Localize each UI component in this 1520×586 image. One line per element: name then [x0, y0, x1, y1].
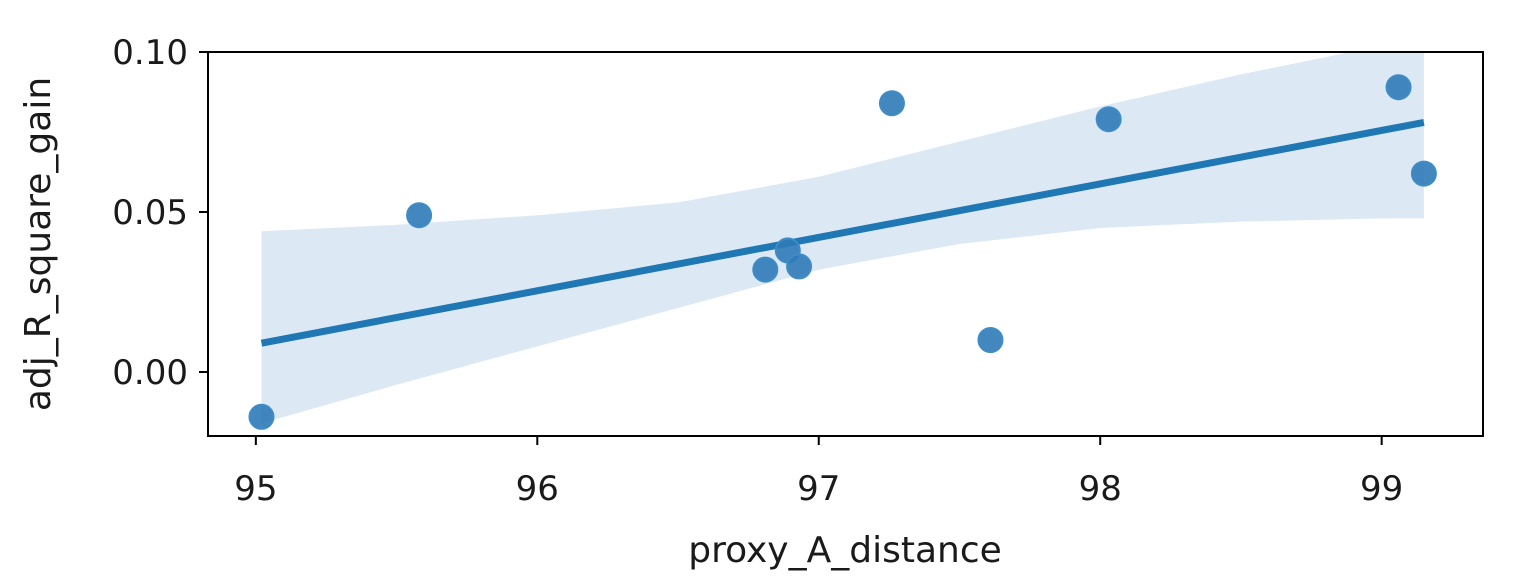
data-point — [1095, 106, 1122, 133]
data-point — [406, 202, 433, 229]
confidence-band — [261, 52, 1424, 424]
x-tick-label: 97 — [797, 469, 840, 509]
y-axis-label: adj_R_square_gain — [18, 77, 59, 411]
data-point — [1410, 160, 1437, 187]
x-tick-label: 95 — [234, 469, 277, 509]
y-tick-label: 0.05 — [112, 193, 188, 233]
x-tick-label: 98 — [1079, 469, 1122, 509]
y-tick-label: 0.00 — [112, 353, 188, 393]
data-point — [752, 256, 779, 283]
data-points-layer — [248, 74, 1437, 430]
regression-line-layer — [260, 118, 1425, 347]
x-axis-ticks: 95 96 97 98 99 — [234, 436, 1403, 509]
y-tick-label: 0.10 — [112, 33, 188, 73]
data-point — [248, 403, 275, 430]
x-axis-label: proxy_A_distance — [688, 530, 1002, 571]
data-point — [878, 90, 905, 117]
x-tick-label: 99 — [1360, 469, 1403, 509]
y-axis-ticks: 0.00 0.05 0.10 — [112, 33, 208, 393]
confidence-band-layer — [261, 52, 1424, 424]
plot-frame — [207, 51, 1484, 437]
data-point — [977, 327, 1004, 353]
data-point — [786, 253, 813, 280]
data-point — [1385, 74, 1412, 101]
x-tick-label: 96 — [516, 469, 559, 509]
regression-line — [260, 118, 1425, 347]
